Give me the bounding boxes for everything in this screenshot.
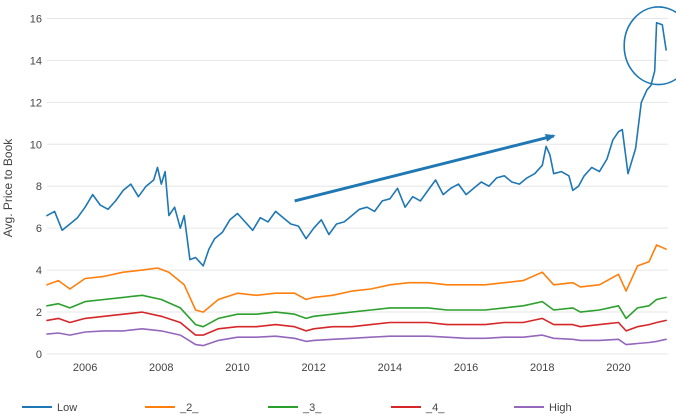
x-tick-label-2020: 2020 [606,362,630,374]
legend: Low _2_ _3_ _4_ High [22,402,572,414]
x-tick-label-2016: 2016 [454,362,478,374]
y-tick-label-4: 4 [36,265,42,277]
x-tick-label-2008: 2008 [149,362,173,374]
y-tick-label-2: 2 [36,307,42,319]
y-axis-ticks: 0 2 4 6 8 10 12 14 16 [30,13,42,361]
highlight-ellipse [623,6,676,86]
legend-label-high: High [549,402,572,414]
x-tick-label-2010: 2010 [225,362,249,374]
series-line-3 [46,294,667,328]
series-line-low [46,21,667,267]
y-tick-label-0: 0 [36,349,42,361]
y-tick-label-14: 14 [30,55,42,67]
series-lines [46,21,667,347]
y-tick-label-16: 16 [30,13,42,25]
x-tick-label-2014: 2014 [378,362,402,374]
x-tick-label-2006: 2006 [73,362,97,374]
x-tick-label-2018: 2018 [530,362,554,374]
legend-label-4: _4_ [425,402,445,414]
y-tick-label-6: 6 [36,223,42,235]
trend-arrow [294,133,556,203]
series-line-2 [46,244,667,313]
y-axis-title: Avg. Price to Book [1,138,15,237]
legend-label-low: Low [57,402,77,414]
series-line-high [46,328,667,347]
legend-label-3: _3_ [302,402,322,414]
x-tick-label-2012: 2012 [301,362,325,374]
y-tick-label-12: 12 [30,97,42,109]
annotations [294,6,676,203]
series-line-4 [46,311,667,336]
y-tick-label-8: 8 [36,181,42,193]
x-axis-ticks: 2006 2008 2010 2012 2014 2016 2018 2020 [73,362,631,374]
y-tick-label-10: 10 [30,139,42,151]
legend-label-2: _2_ [179,402,199,414]
